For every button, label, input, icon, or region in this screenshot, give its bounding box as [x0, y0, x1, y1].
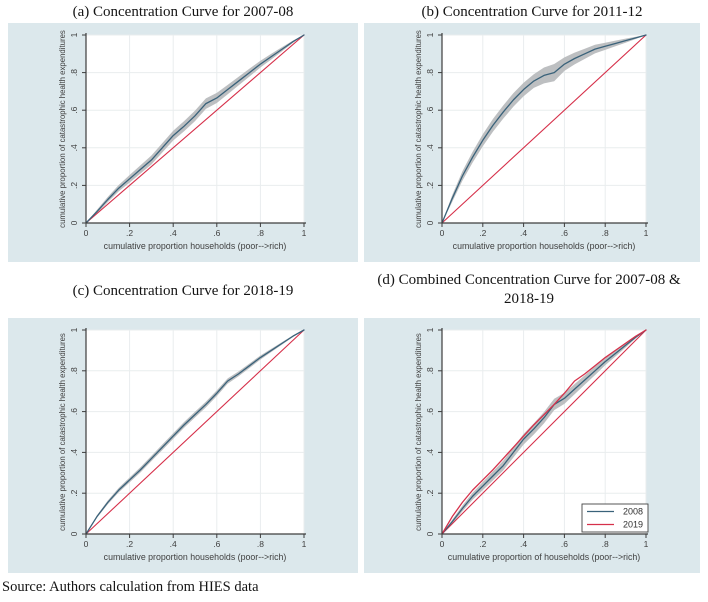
x-axis-title: cumulative proportion households (poor--… — [453, 241, 636, 251]
panel-a-title: (a) Concentration Curve for 2007-08 — [72, 4, 294, 20]
y-tick-label: .4 — [69, 144, 79, 151]
concentration-curve-2018-19 — [85, 329, 305, 535]
x-tick-label: .8 — [257, 539, 264, 549]
y-axis-title: cumulative proportion of catastrophic he… — [414, 30, 423, 228]
line-of-equality — [441, 34, 647, 224]
x-tick-label: 0 — [440, 228, 445, 238]
x-tick-label: 0 — [84, 228, 89, 238]
chart-panel-d: 0 0.2.2.4.4.6.6.8.8 1 1 cumulative proportio… — [364, 318, 700, 573]
y-tick-label: 0 — [425, 220, 435, 225]
y-tick-label: .2 — [69, 182, 79, 189]
x-tick-label: .4 — [520, 539, 527, 549]
x-tick-label: 0 — [440, 539, 445, 549]
x-tick-label: .2 — [126, 228, 133, 238]
concentration-curve-2019 — [441, 329, 647, 535]
x-tick-label: .8 — [602, 539, 609, 549]
x-tick-label: .6 — [213, 228, 220, 238]
y-tick-label: .2 — [69, 489, 79, 496]
y-tick-label: 0 — [425, 531, 435, 536]
y-tick-label: .6 — [425, 408, 435, 415]
panel-d-title: (d) Combined Concentration Curve for 200… — [377, 272, 681, 307]
y-tick-label: .8 — [425, 367, 435, 374]
chart-panel-c: 0 0.2.2.4.4.6.6.8.8 1 1 cumulative proportio… — [8, 318, 358, 573]
y-tick-label: .4 — [425, 449, 435, 456]
y-axis-title: cumulative proportion of catastrophic he… — [414, 333, 423, 531]
x-tick-label: 1 — [302, 228, 307, 238]
x-tick-label: 0 — [84, 539, 89, 549]
x-tick-label: .4 — [520, 228, 527, 238]
y-tick-label: .6 — [69, 408, 79, 415]
y-tick-label: 0 — [69, 531, 79, 536]
x-tick-label: 1 — [302, 539, 307, 549]
x-tick-label: 1 — [644, 228, 649, 238]
line-of-equality — [85, 34, 305, 224]
chart-panel-a: 0 0.2.2.4.4.6.6.8.8 1 1 cumulative proportio… — [8, 23, 358, 262]
legend-label: 2019 — [623, 520, 643, 530]
x-tick-label: .4 — [170, 539, 177, 549]
ci-band — [442, 35, 646, 223]
concentration-curve-2008 — [441, 329, 647, 535]
x-tick-label: .2 — [126, 539, 133, 549]
panel-b-title: (b) Concentration Curve for 2011-12 — [421, 4, 643, 20]
y-tick-label: 1 — [69, 327, 79, 332]
y-axis-title: cumulative proportion of catastrophic he… — [58, 30, 67, 228]
x-axis-title: cumulative proportion households (poor--… — [104, 241, 287, 251]
x-tick-label: .8 — [602, 228, 609, 238]
concentration-curve-2011-12 — [441, 34, 647, 224]
y-tick-label: .2 — [425, 182, 435, 189]
line-of-equality — [441, 329, 647, 535]
concentration-curve-2007-08 — [85, 34, 305, 224]
x-axis-title: cumulative proportion households (poor--… — [104, 552, 287, 562]
y-tick-label: .8 — [69, 367, 79, 374]
y-tick-label: 0 — [69, 220, 79, 225]
y-tick-label: 1 — [425, 327, 435, 332]
panel-c-title: (c) Concentration Curve for 2018-19 — [72, 283, 294, 299]
x-tick-label: .2 — [479, 228, 486, 238]
y-tick-label: .4 — [69, 449, 79, 456]
source-note: Source: Authors calculation from HIES da… — [2, 579, 259, 595]
legend-box — [581, 503, 649, 533]
x-tick-label: .8 — [257, 228, 264, 238]
x-axis-title: cumulative proportion of households (poo… — [448, 552, 640, 562]
y-tick-label: .8 — [425, 69, 435, 76]
y-tick-label: .4 — [425, 144, 435, 151]
x-tick-label: 1 — [644, 539, 649, 549]
x-tick-label: .6 — [561, 228, 568, 238]
x-tick-label: .6 — [561, 539, 568, 549]
line-of-equality — [85, 329, 305, 535]
x-tick-label: .6 — [213, 539, 220, 549]
y-tick-label: 1 — [425, 32, 435, 37]
x-tick-label: .4 — [170, 228, 177, 238]
y-tick-label: .6 — [425, 106, 435, 113]
legend-label: 2008 — [623, 507, 643, 517]
y-tick-label: .2 — [425, 489, 435, 496]
y-tick-label: .6 — [69, 106, 79, 113]
y-tick-label: 1 — [69, 32, 79, 37]
chart-panel-b: 0 0.2.2.4.4.6.6.8.8 1 1 cumulative proportio… — [364, 23, 700, 262]
y-tick-label: .8 — [69, 69, 79, 76]
y-axis-title: cumulative proportion of catastrophic he… — [58, 333, 67, 531]
x-tick-label: .2 — [479, 539, 486, 549]
